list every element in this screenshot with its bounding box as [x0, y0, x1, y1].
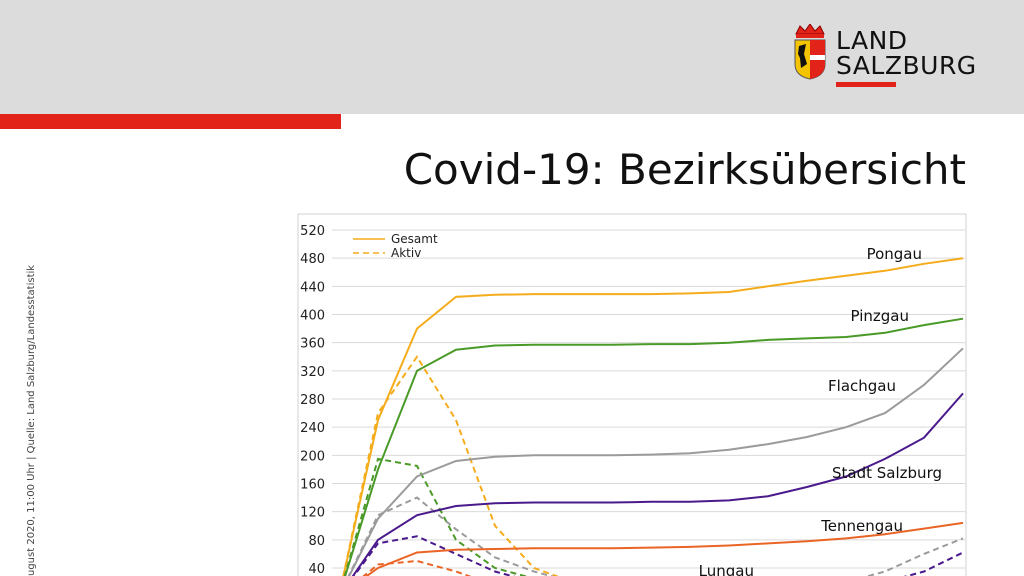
series-line-aktiv-pongau — [342, 354, 560, 576]
y-tick-label: 360 — [300, 337, 325, 352]
y-tick-label: 240 — [300, 421, 325, 436]
series-line-gesamt-stadt-salzburg — [351, 392, 964, 576]
header-bar — [0, 0, 1024, 114]
logo-underline — [836, 82, 896, 87]
series-line-gesamt-pongau — [342, 257, 964, 576]
series-line-gesamt-pinzgau — [344, 317, 964, 576]
series-line-gesamt-flachgau — [348, 347, 964, 576]
y-tick-label: 440 — [300, 280, 325, 295]
y-tick-label: 200 — [300, 449, 325, 464]
series-label-flachgau: Flachgau — [828, 377, 896, 395]
y-tick-label: 400 — [300, 309, 325, 324]
salzburg-coat-of-arms-icon — [794, 23, 826, 80]
series-label-lungau: Lungau — [699, 562, 754, 576]
series-line-aktiv-stadt-salzburg — [352, 535, 964, 576]
accent-bar — [0, 114, 341, 129]
series-label-tennengau: Tennengau — [820, 517, 903, 535]
series-label-stadt-salzburg: Stadt Salzburg — [832, 464, 942, 482]
y-tick-label: 40 — [308, 562, 325, 576]
y-tick-label: 120 — [300, 506, 325, 521]
series-label-pongau: Pongau — [867, 245, 922, 263]
y-tick-label: 80 — [308, 534, 325, 549]
logo-line-2: SALZBURG — [836, 51, 977, 80]
district-line-chart: 40 80 120 160 200 240 280 320 360 400 440 480 520 Pon… — [297, 213, 967, 576]
logo-line-1: LAND — [836, 26, 908, 55]
y-tick-label: 320 — [300, 365, 325, 380]
series-label-pinzgau: Pinzgau — [851, 307, 909, 325]
source-note: ugust 2020, 11:00 Uhr | Quelle: Land Sal… — [26, 264, 37, 576]
y-tick-label: 520 — [300, 224, 325, 239]
legend-label-aktiv: Aktiv — [391, 246, 421, 260]
y-tick-label: 160 — [300, 478, 325, 493]
y-tick-label: 280 — [300, 393, 325, 408]
series-line-gesamt-tennengau — [365, 521, 964, 576]
page-title: Covid-19: Bezirksübersicht — [403, 145, 966, 194]
y-tick-label: 480 — [300, 252, 325, 267]
land-salzburg-logo: LAND SALZBURG — [792, 23, 992, 90]
legend-label-gesamt: Gesamt — [391, 232, 438, 246]
